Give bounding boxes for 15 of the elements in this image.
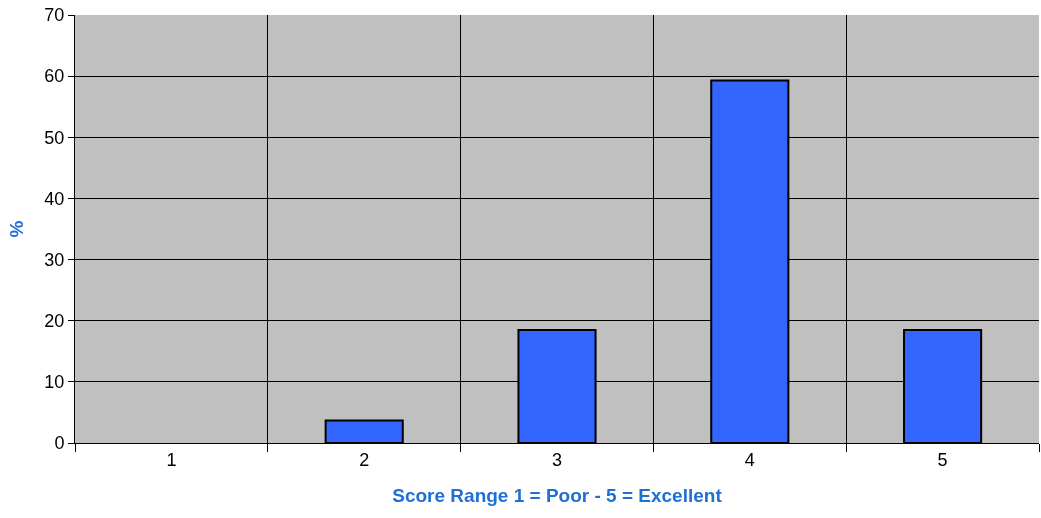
y-tick-label: 0 bbox=[54, 433, 65, 454]
y-tick-label: 50 bbox=[44, 127, 65, 148]
x-tick-label: 5 bbox=[937, 449, 948, 470]
x-tick-label: 1 bbox=[166, 449, 177, 470]
y-tick-label: 40 bbox=[44, 188, 65, 209]
y-tick-label: 30 bbox=[44, 249, 65, 270]
x-tick-label: 3 bbox=[551, 449, 563, 470]
x-tick-label: 2 bbox=[359, 449, 370, 470]
y-tick-label: 20 bbox=[44, 311, 65, 332]
y-tick-label: 70 bbox=[44, 5, 65, 26]
y-tick-label: 60 bbox=[44, 66, 65, 87]
x-axis-title: Score Range 1 = Poor - 5 = Excellent bbox=[392, 485, 723, 507]
y-axis-title: % bbox=[6, 220, 28, 238]
x-tick-label: 4 bbox=[744, 449, 755, 470]
y-tick-label: 10 bbox=[44, 372, 65, 393]
